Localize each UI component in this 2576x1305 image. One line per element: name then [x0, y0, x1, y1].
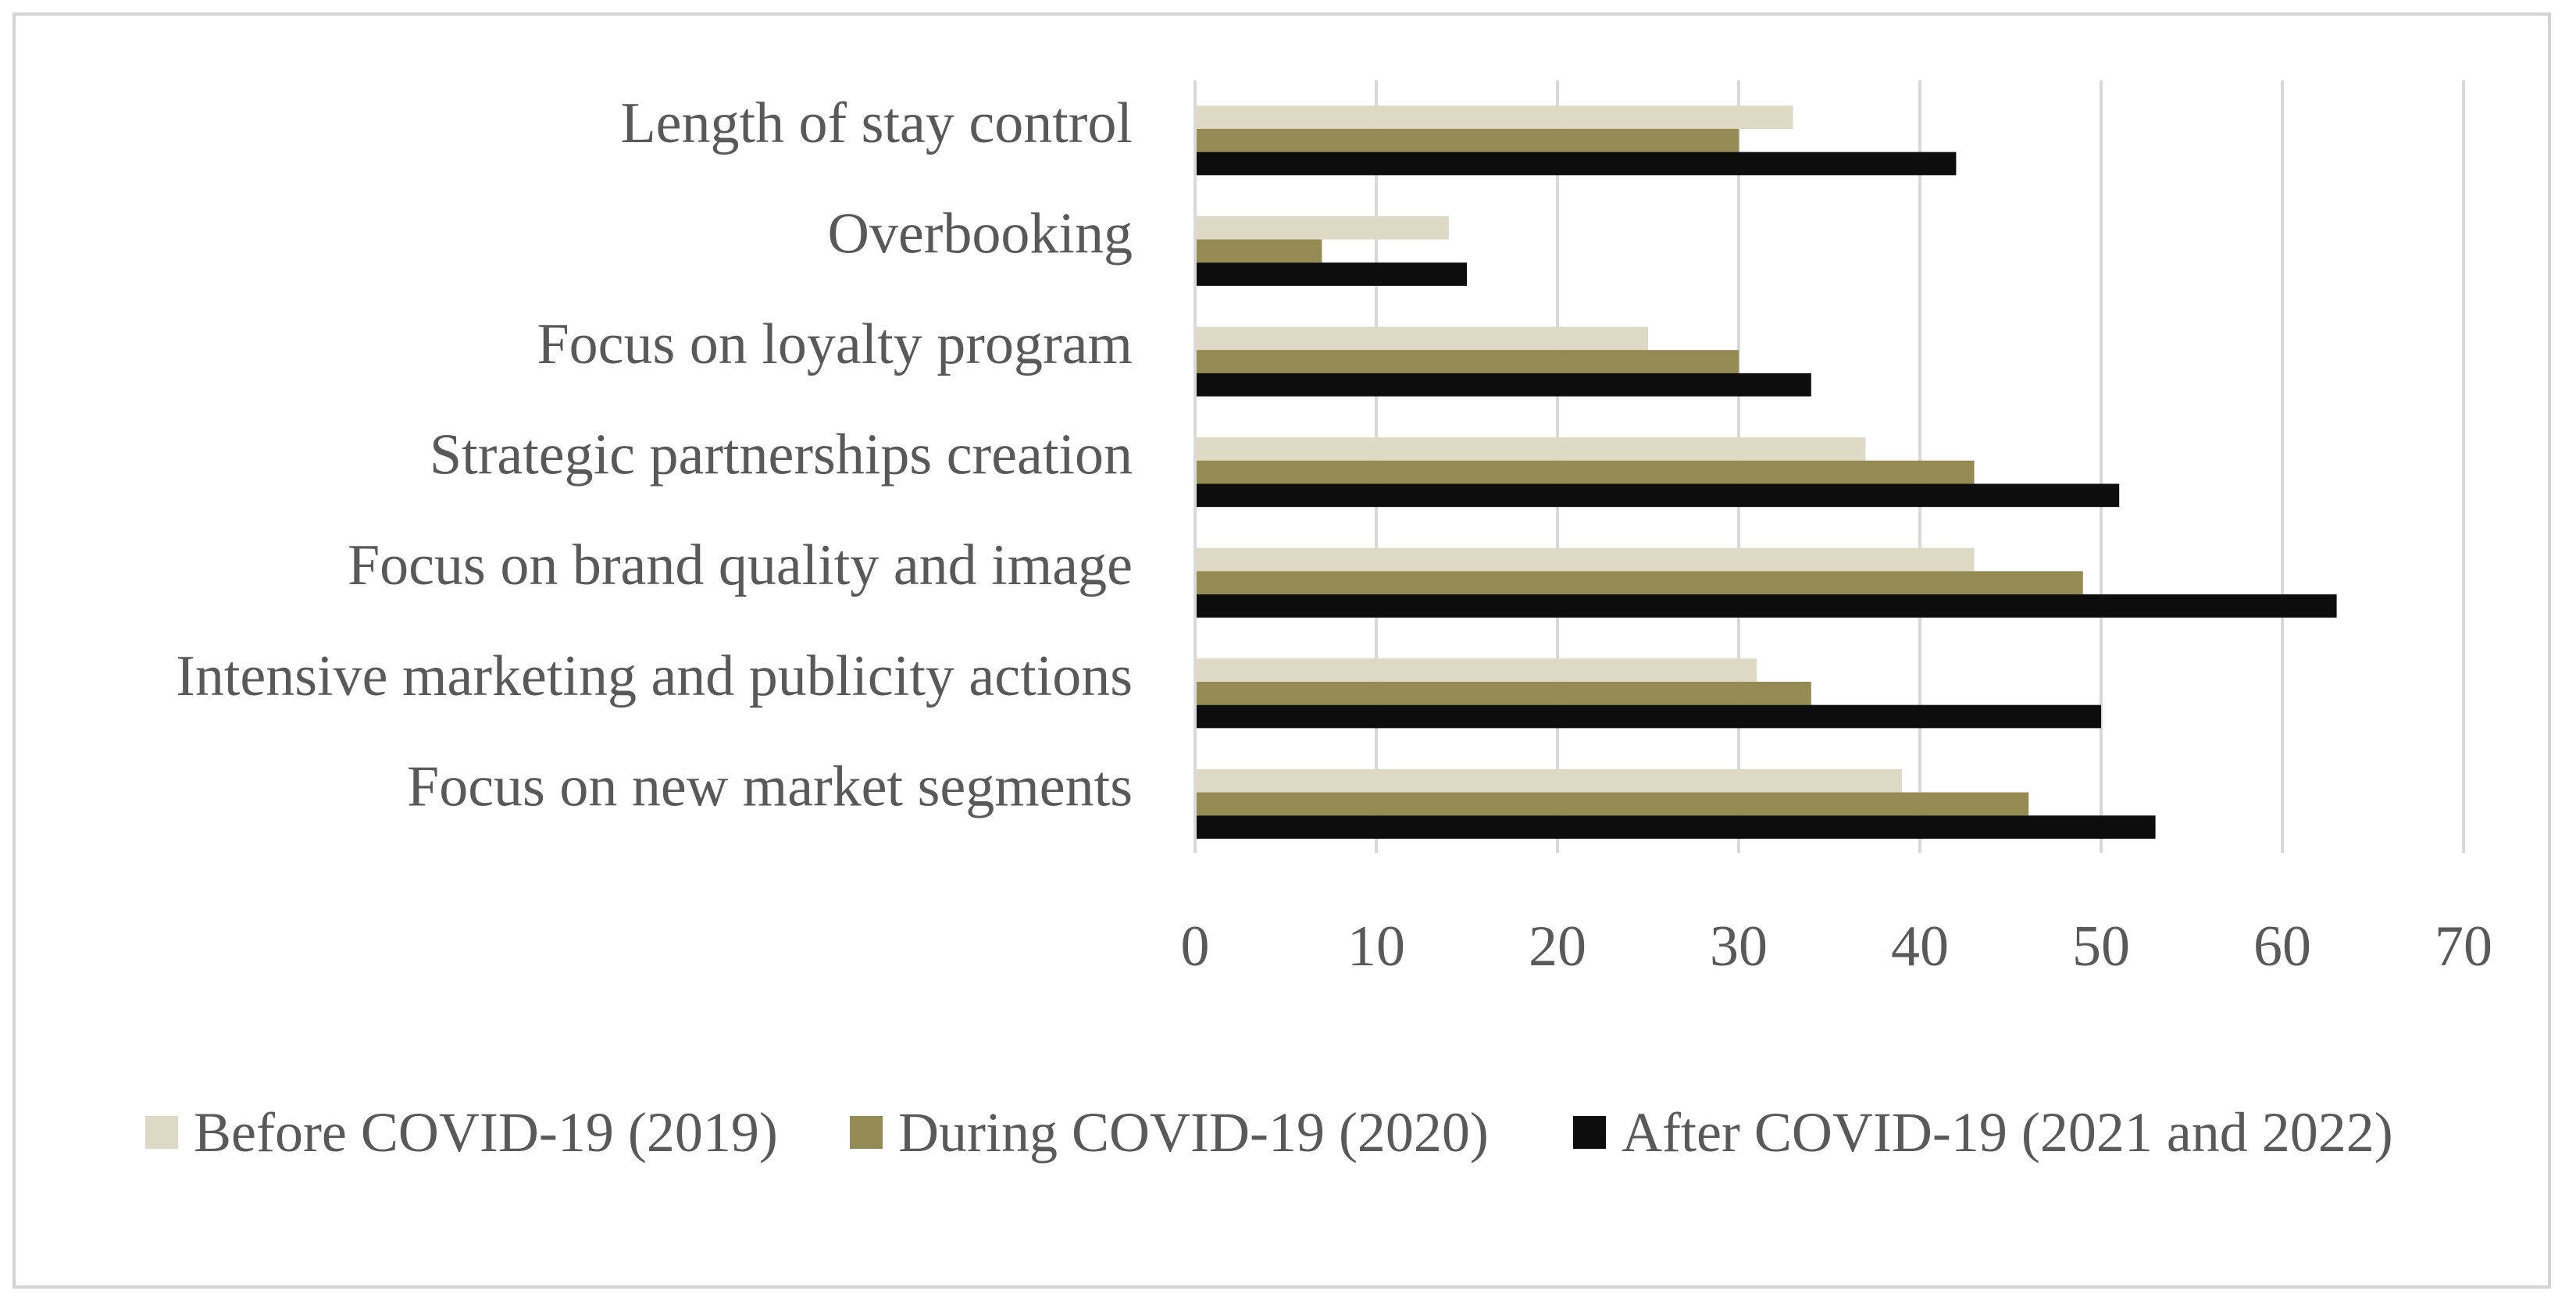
- legend-swatch: [850, 1116, 883, 1149]
- x-tick-label: 10: [1347, 915, 1405, 979]
- bar: [1195, 658, 1757, 682]
- x-tick-label: 20: [1529, 915, 1586, 979]
- category-labels: Length of stay control Overbooking Focus o…: [176, 91, 1133, 819]
- bar: [1195, 483, 2120, 508]
- bar: [1195, 239, 1322, 263]
- x-tick-label: 60: [2253, 915, 2311, 979]
- bar: [1195, 460, 1975, 484]
- x-tick-label: 0: [1181, 915, 1210, 979]
- bar: [1195, 373, 1811, 397]
- category-label: Intensive marketing and publicity action…: [176, 644, 1133, 708]
- x-tick-label: 30: [1710, 915, 1768, 979]
- legend-label: Before COVID-19 (2019): [194, 1101, 778, 1164]
- bar: [1195, 792, 2029, 816]
- legend-swatch: [1573, 1116, 1606, 1149]
- category-label: Focus on loyalty program: [537, 312, 1133, 376]
- bar: [1195, 768, 1902, 793]
- bar: [1195, 105, 1793, 129]
- category-label: Strategic partnerships creation: [430, 423, 1133, 487]
- bar: [1195, 152, 1957, 176]
- x-tick-label: 50: [2072, 915, 2130, 979]
- bar: [1195, 571, 2083, 595]
- bar: [1195, 704, 2101, 729]
- bar: [1195, 350, 1739, 373]
- bar: [1195, 547, 1975, 572]
- tick-labels: 0 10 20 30 40 50 60 70: [1181, 915, 2493, 979]
- category-label: Focus on new market segments: [407, 754, 1133, 818]
- bar: [1195, 815, 2156, 839]
- category-label: Length of stay control: [620, 91, 1133, 155]
- category-label: Overbooking: [828, 201, 1133, 266]
- bars: [1195, 105, 2337, 839]
- bar: [1195, 326, 1648, 351]
- legend: Before COVID-19 (2019) During COVID-19 (2…: [145, 1101, 2393, 1164]
- category-label: Focus on brand quality and image: [348, 533, 1133, 597]
- bar: [1195, 262, 1467, 286]
- bar: [1195, 128, 1739, 152]
- bar: [1195, 437, 1866, 461]
- legend-swatch: [145, 1116, 178, 1149]
- x-tick-label: 40: [1891, 915, 1949, 979]
- legend-label: After COVID-19 (2021 and 2022): [1622, 1101, 2393, 1164]
- bar: [1195, 681, 1811, 705]
- legend-label: During COVID-19 (2020): [898, 1101, 1489, 1164]
- x-tick-label: 70: [2435, 915, 2492, 979]
- bar: [1195, 594, 2337, 618]
- bar: [1195, 216, 1449, 240]
